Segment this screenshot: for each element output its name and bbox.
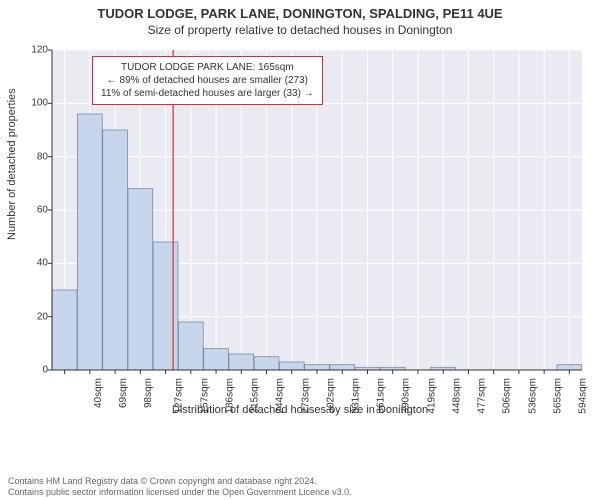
info-line-2: ← 89% of detached houses are smaller (27… xyxy=(101,74,314,87)
chart-area: Number of detached properties 0204060801… xyxy=(0,40,600,450)
footer-line-2: Contains public sector information licen… xyxy=(8,487,352,498)
chart-subtitle: Size of property relative to detached ho… xyxy=(0,21,600,37)
x-axis-label: Distribution of detached houses by size … xyxy=(0,404,600,416)
footer-line-1: Contains HM Land Registry data © Crown c… xyxy=(8,476,352,487)
chart-title: TUDOR LODGE, PARK LANE, DONINGTON, SPALD… xyxy=(0,0,600,21)
chart-container: TUDOR LODGE, PARK LANE, DONINGTON, SPALD… xyxy=(0,0,600,500)
reference-info-box: TUDOR LODGE PARK LANE: 165sqm ← 89% of d… xyxy=(92,56,323,105)
footer-attribution: Contains HM Land Registry data © Crown c… xyxy=(8,476,352,498)
info-line-3: 11% of semi-detached houses are larger (… xyxy=(101,87,314,100)
info-line-1: TUDOR LODGE PARK LANE: 165sqm xyxy=(101,61,314,74)
